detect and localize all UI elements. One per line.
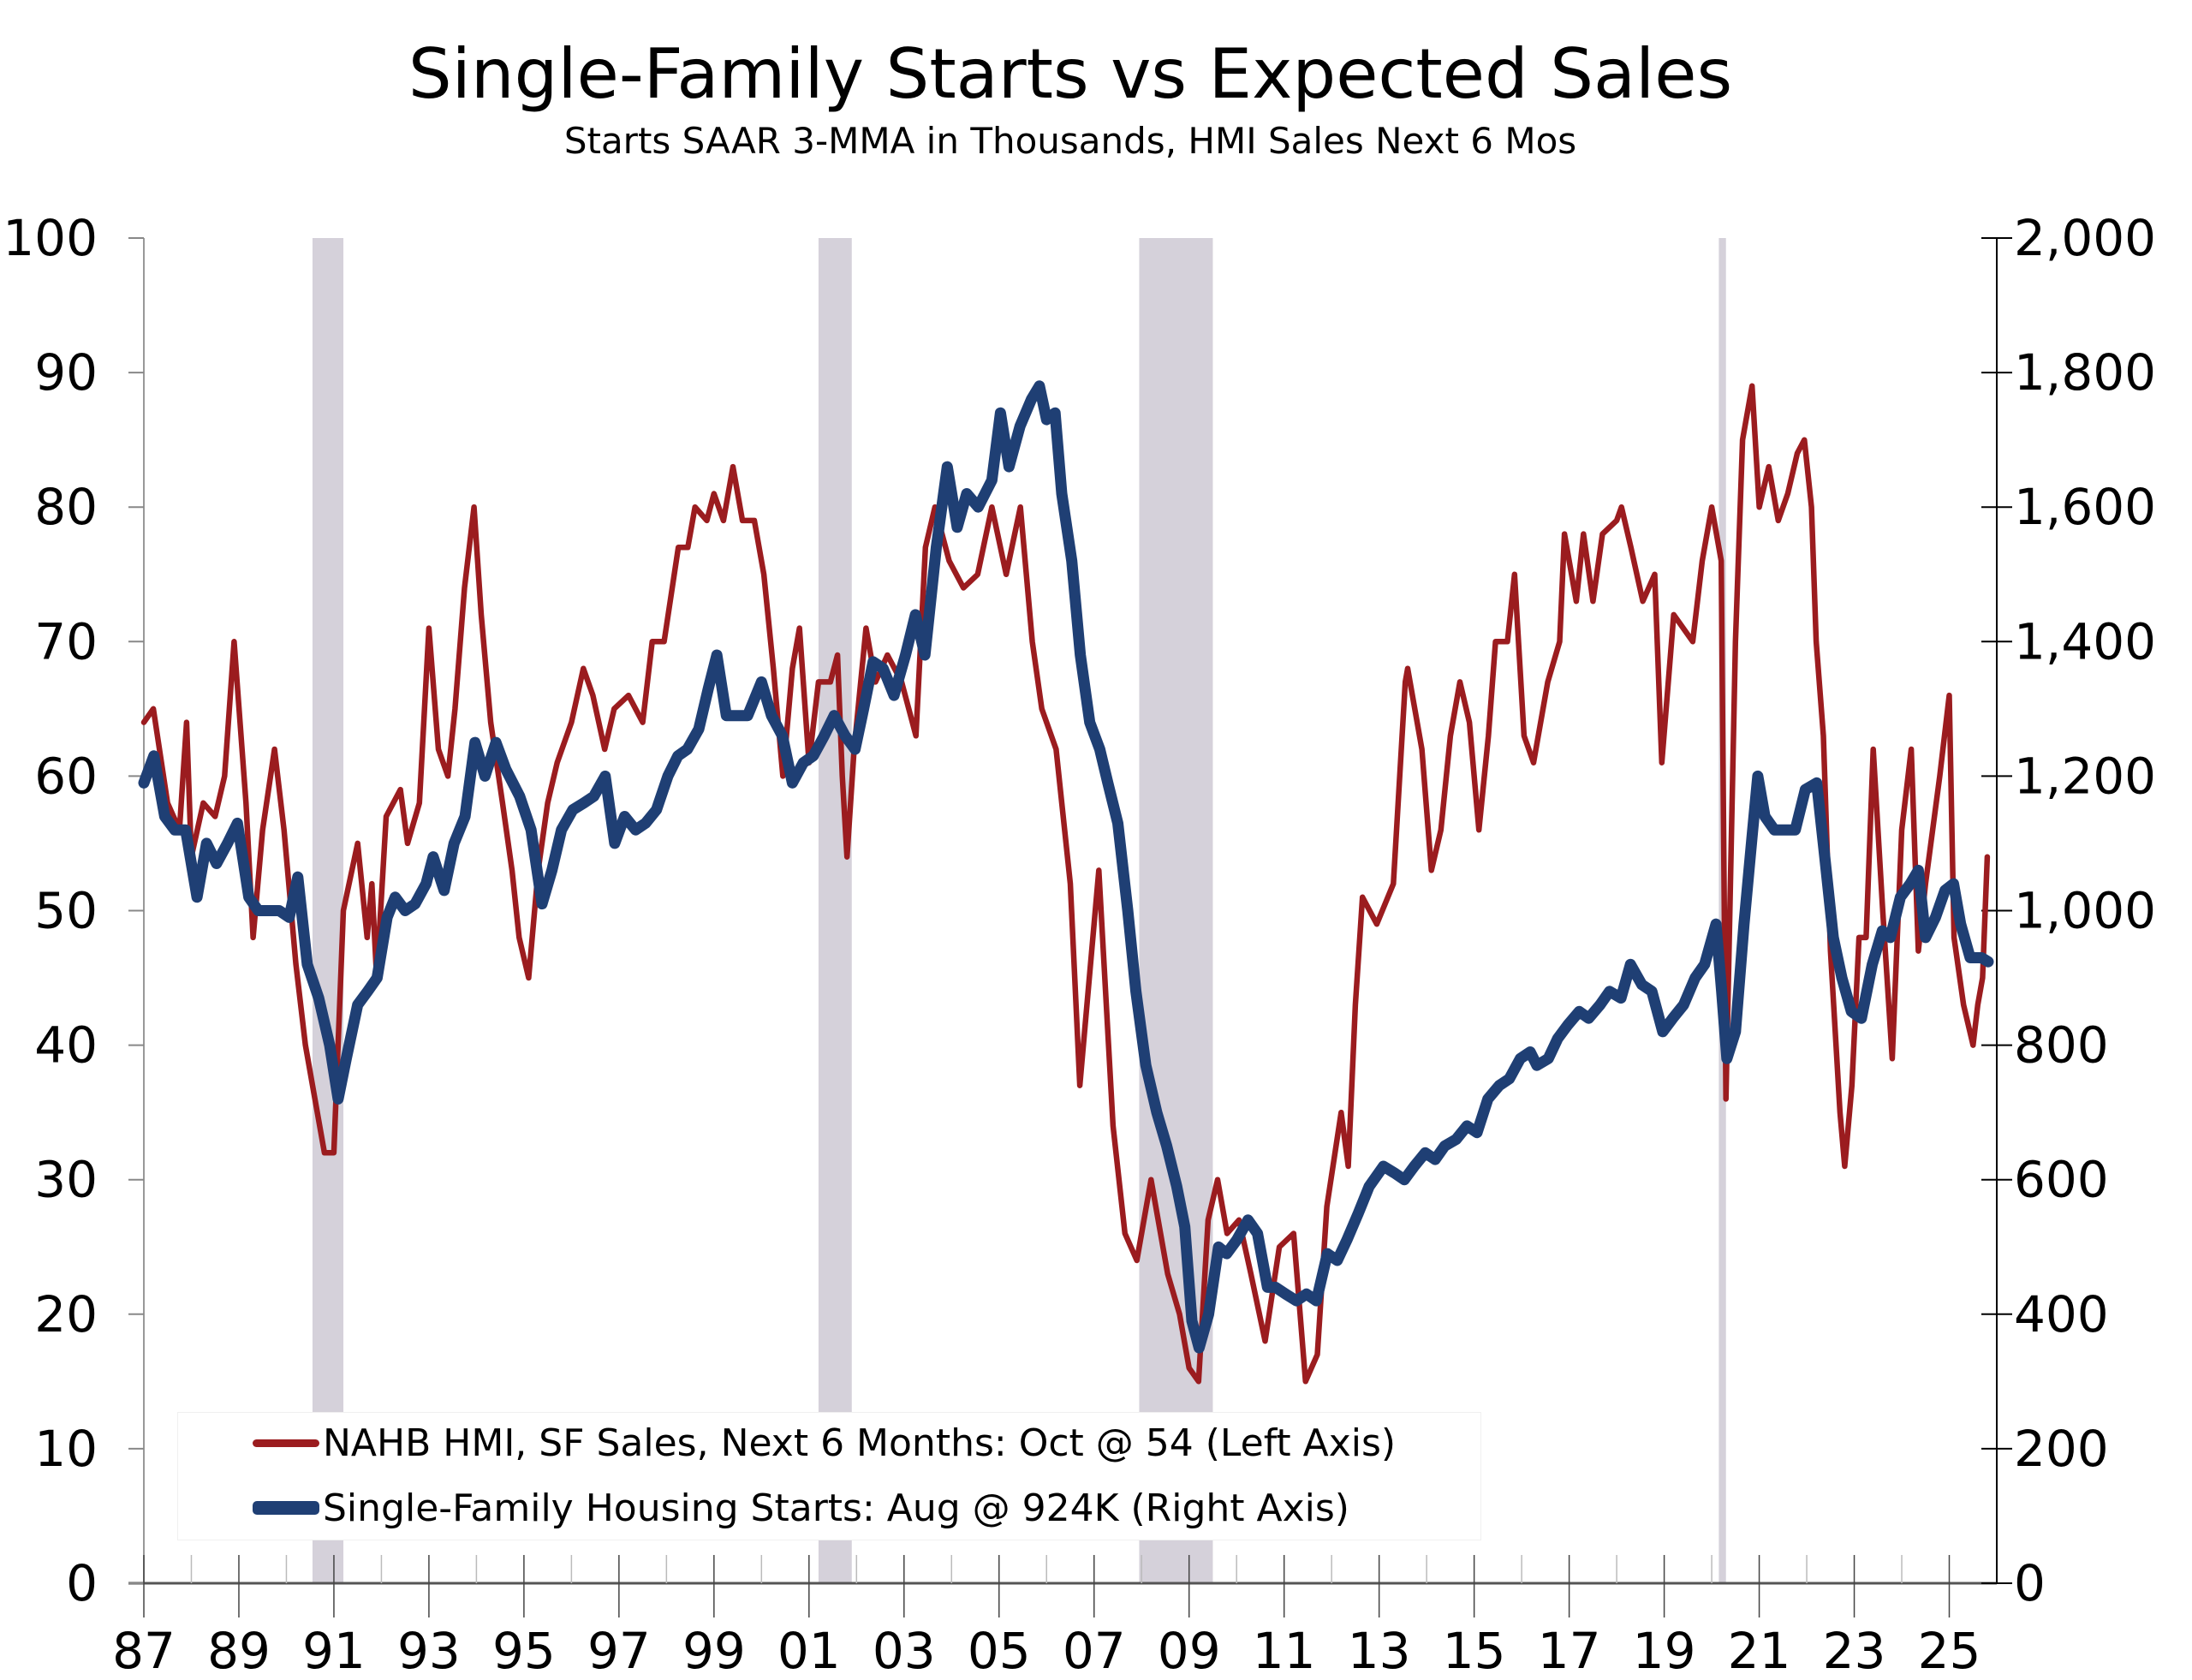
x-tick-label: 07 [1063,1622,1126,1680]
right-tick-label: 400 [2014,1285,2109,1343]
x-tick-label: 95 [492,1622,556,1680]
x-tick-label: 97 [587,1622,651,1680]
left-tick-label: 90 [34,343,98,402]
x-tick-label: 09 [1158,1622,1221,1680]
x-tick-label: 91 [302,1622,366,1680]
right-tick-label: 1,200 [2014,747,2156,805]
x-tick-label: 19 [1633,1622,1696,1680]
right-tick-label: 800 [2014,1016,2109,1075]
chart-subtitle: Starts SAAR 3-MMA in Thousands, HMI Sale… [563,120,1577,162]
left-tick-label: 80 [34,478,98,536]
left-tick-label: 0 [66,1554,98,1612]
x-tick-label: 17 [1538,1622,1601,1680]
x-tick-label: 25 [1918,1622,1981,1680]
right-tick-label: 600 [2014,1151,2109,1209]
right-tick-label: 0 [2014,1554,2046,1612]
x-tick-label: 01 [777,1622,841,1680]
legend-swatch-starts [253,1501,319,1515]
chart-title: Single-Family Starts vs Expected Sales [408,34,1733,114]
legend-item-starts: Single-Family Housing Starts: Aug @ 924K… [253,1482,1349,1534]
x-tick-label: 23 [1823,1622,1886,1680]
recession-band [818,238,852,1583]
series-line-starts [138,380,1994,1354]
x-tick-label: 15 [1443,1622,1506,1680]
left-tick-label: 10 [34,1420,98,1478]
right-tick-label: 1,600 [2014,478,2156,536]
legend-item-hmi: NAHB HMI, SF Sales, Next 6 Months: Oct @… [253,1417,1396,1469]
x-tick-label: 93 [397,1622,461,1680]
legend-label-hmi: NAHB HMI, SF Sales, Next 6 Months: Oct @… [323,1421,1397,1465]
x-tick-label: 89 [207,1622,271,1680]
legend: NAHB HMI, SF Sales, Next 6 Months: Oct @… [177,1412,1481,1540]
left-tick-label: 60 [34,747,98,805]
left-tick-label: 100 [3,209,98,267]
right-tick-label: 1,800 [2014,343,2156,402]
legend-label-starts: Single-Family Housing Starts: Aug @ 924K… [323,1486,1349,1530]
x-tick-label: 87 [112,1622,176,1680]
x-tick-label: 21 [1728,1622,1791,1680]
series-line-hmi [140,383,1991,1385]
left-tick-label: 20 [34,1285,98,1343]
recession-band [1139,238,1213,1583]
left-tick-label: 50 [34,882,98,940]
recession-band [312,238,344,1583]
x-tick-label: 13 [1348,1622,1411,1680]
x-tick-label: 11 [1253,1622,1316,1680]
x-tick-label: 99 [682,1622,746,1680]
x-tick-label: 05 [968,1622,1031,1680]
right-tick-label: 1,400 [2014,612,2156,670]
right-tick-label: 200 [2014,1420,2109,1478]
legend-swatch-hmi [253,1439,319,1447]
left-tick-label: 30 [34,1151,98,1209]
right-tick-label: 1,000 [2014,882,2156,940]
right-tick-label: 2,000 [2014,209,2156,267]
left-tick-label: 70 [34,612,98,670]
left-tick-label: 40 [34,1016,98,1075]
x-tick-label: 03 [873,1622,936,1680]
